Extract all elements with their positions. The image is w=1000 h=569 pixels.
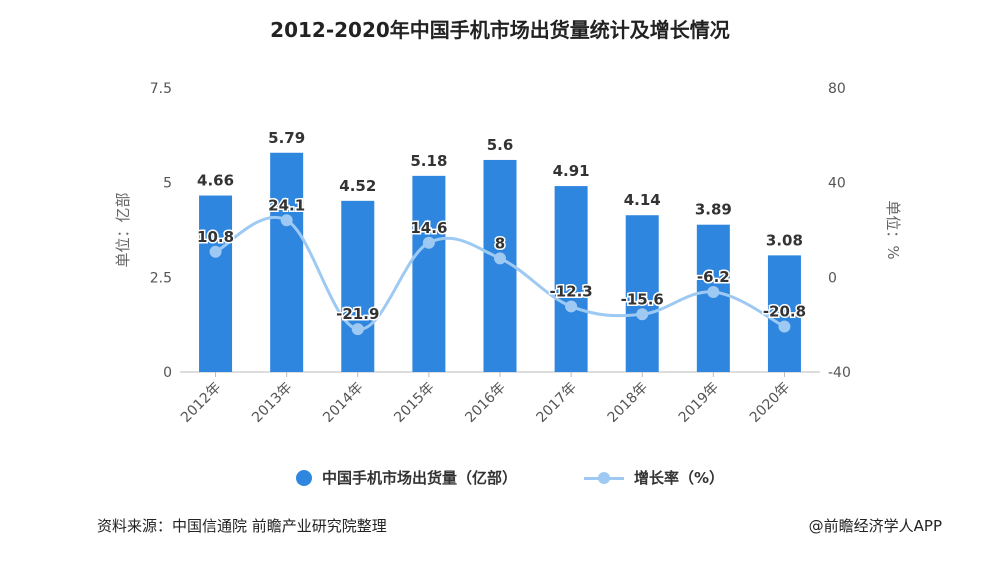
growth-rate-label: -20.8 <box>763 303 806 321</box>
growth-rate-point[interactable] <box>209 245 222 258</box>
x-tick-label: 2017年 <box>534 380 580 426</box>
legend-line-swatch <box>584 470 624 486</box>
growth-rate-label: -21.9 <box>336 305 379 323</box>
left-axis-title: 单位：亿部 <box>114 192 132 267</box>
bar[interactable] <box>270 152 304 372</box>
left-tick-label: 7.5 <box>150 81 172 97</box>
bar[interactable] <box>767 255 801 372</box>
bar-value-label: 3.89 <box>695 201 732 219</box>
x-tick-label: 2013年 <box>249 380 295 426</box>
credit-note: @前瞻经济学人APP <box>808 517 942 535</box>
x-tick-label: 2019年 <box>676 380 722 426</box>
growth-rate-point[interactable] <box>280 214 293 227</box>
left-tick-label: 0 <box>163 365 172 381</box>
bar-value-label: 3.08 <box>766 231 803 249</box>
growth-rate-point[interactable] <box>565 300 578 313</box>
growth-rate-label: 10.8 <box>197 228 234 246</box>
right-tick-label: 80 <box>828 81 846 97</box>
x-tick-label: 2015年 <box>391 380 437 426</box>
bar[interactable] <box>412 175 446 372</box>
right-tick-label: 0 <box>828 270 837 286</box>
bar-value-label: 5.18 <box>410 152 447 170</box>
growth-rate-point[interactable] <box>494 252 506 265</box>
bar[interactable] <box>199 195 233 372</box>
bar-value-label: 5.6 <box>487 136 514 154</box>
right-tick-label: 40 <box>828 176 846 192</box>
bar[interactable] <box>341 200 375 372</box>
legend-item-growth[interactable]: 增长率（%） <box>584 467 724 488</box>
left-tick-label: 5 <box>163 176 172 192</box>
chart-title: 2012-2020年中国手机市场出货量统计及增长情况 <box>270 18 730 42</box>
legend-label-growth: 增长率（%） <box>634 469 725 487</box>
x-tick-label: 2014年 <box>320 380 366 426</box>
growth-rate-point[interactable] <box>778 320 791 333</box>
bar[interactable] <box>696 224 730 372</box>
bar-value-label: 5.79 <box>268 129 305 147</box>
legend-label-shipments: 中国手机市场出货量（亿部） <box>322 469 518 487</box>
growth-rate-label: -15.6 <box>621 290 664 308</box>
growth-rate-point[interactable] <box>422 236 435 249</box>
bar-value-label: 4.52 <box>339 177 376 195</box>
x-tick-label: 2016年 <box>462 380 508 426</box>
growth-rate-label: 14.6 <box>410 219 447 237</box>
growth-rate-label: -12.3 <box>549 282 592 300</box>
source-note: 资料来源：中国信通院 前瞻产业研究院整理 <box>97 517 387 535</box>
left-tick-label: 2.5 <box>150 270 172 286</box>
x-tick-label: 2018年 <box>605 380 651 426</box>
bar-value-label: 4.66 <box>197 172 234 190</box>
legend-bar-swatch <box>296 469 312 486</box>
bar-value-label: 4.91 <box>553 162 590 180</box>
growth-rate-point[interactable] <box>351 323 364 336</box>
bar-value-label: 4.14 <box>624 191 661 209</box>
growth-rate-point[interactable] <box>707 286 720 299</box>
growth-rate-label: -6.2 <box>697 268 730 286</box>
growth-rate-point[interactable] <box>636 308 649 321</box>
growth-rate-line <box>214 216 786 331</box>
growth-rate-label: 24.1 <box>268 196 305 214</box>
x-tick-label: 2012年 <box>178 380 224 426</box>
right-axis-title: 单位：% <box>884 200 902 259</box>
legend-item-shipments[interactable]: 中国手机市场出货量（亿部） <box>296 467 517 488</box>
bar[interactable] <box>625 215 659 372</box>
growth-rate-label: 8 <box>495 234 505 252</box>
line-series <box>209 214 791 336</box>
bar-series <box>199 152 801 372</box>
x-tick-label: 2020年 <box>747 380 793 426</box>
legend: 中国手机市场出货量（亿部） 增长率（%） <box>0 467 1000 491</box>
right-tick-label: -40 <box>828 365 851 381</box>
data-labels: 4.66 5.79 4.52 5.18 5.6 4.91 4.14 3.89 3.08 10.8 2… <box>196 129 808 325</box>
bar[interactable] <box>554 186 588 372</box>
